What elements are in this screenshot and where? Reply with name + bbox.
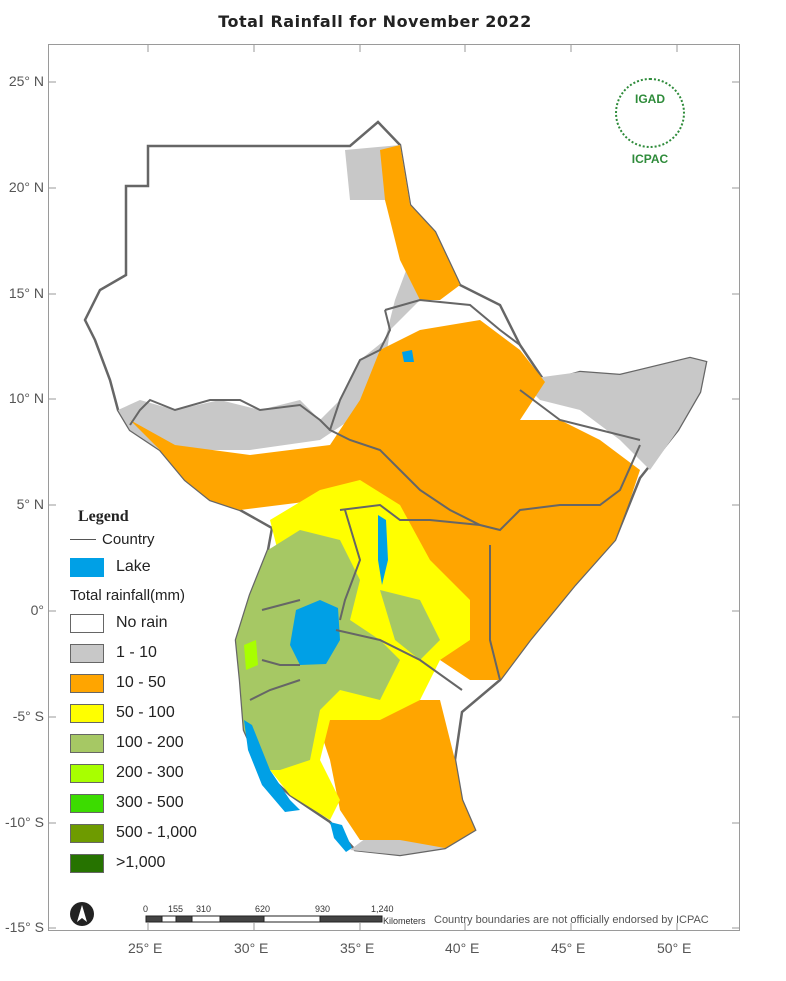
logo-igad-text: IGAD <box>635 92 665 106</box>
scale-tick: 620 <box>255 904 271 914</box>
legend-class: 1 - 10 <box>70 638 197 668</box>
lon-label: 45° E <box>551 940 586 956</box>
legend-class-label: 300 - 500 <box>116 794 184 811</box>
lon-label: 35° E <box>340 940 375 956</box>
scale-tick: 310 <box>196 904 212 914</box>
legend-class-label: 1 - 10 <box>116 644 157 661</box>
lon-label: 30° E <box>234 940 269 956</box>
legend-swatch <box>70 853 104 873</box>
legend-class: 300 - 500 <box>70 788 197 818</box>
lat-label: -5° S <box>12 708 44 724</box>
legend-swatch <box>70 793 104 813</box>
legend-class-label: >1,000 <box>116 854 166 871</box>
map-title: Total Rainfall for November 2022 <box>218 12 532 31</box>
icpac-logo: IGAD ICPAC <box>608 78 692 174</box>
legend-class: 500 - 1,000 <box>70 818 197 848</box>
legend-class: 200 - 300 <box>70 758 197 788</box>
legend-lake: Lake <box>70 552 197 582</box>
disclaimer-text: Country boundaries are not officially en… <box>434 914 709 926</box>
lat-label: -15° S <box>4 919 44 935</box>
legend-swatch <box>70 763 104 783</box>
legend-class-label: 10 - 50 <box>116 674 166 691</box>
legend-swatch <box>70 673 104 693</box>
north-arrow-icon <box>70 902 94 926</box>
scale-tick: 930 <box>315 904 331 914</box>
legend-class-label: 100 - 200 <box>116 734 184 751</box>
legend-class-label: 200 - 300 <box>116 764 184 781</box>
lat-label: 5° N <box>16 496 44 512</box>
lat-label: 20° N <box>8 179 44 195</box>
legend-rain-heading: Total rainfall(mm) <box>70 586 186 604</box>
scale-tick: 0 <box>143 904 149 914</box>
legend-class-label: No rain <box>116 614 168 631</box>
legend-class-label: 50 - 100 <box>116 704 175 721</box>
lake-swatch <box>70 557 104 577</box>
legend-swatch <box>70 643 104 663</box>
legend-class: 10 - 50 <box>70 668 197 698</box>
logo-icpac-text: ICPAC <box>631 152 669 166</box>
lon-label: 25° E <box>128 940 163 956</box>
lon-label: 40° E <box>445 940 480 956</box>
scale-tick: 155 <box>168 904 184 914</box>
country-line-icon <box>70 538 96 540</box>
lat-label: 0° <box>30 602 44 618</box>
legend-swatch <box>70 733 104 753</box>
legend-swatch <box>70 613 104 633</box>
legend-class: >1,000 <box>70 848 197 878</box>
lon-label: 50° E <box>657 940 692 956</box>
scale-unit: Kilometers <box>383 916 426 926</box>
lat-label: -10° S <box>4 814 44 830</box>
legend-heading: Legend <box>78 508 129 525</box>
legend-class-label: 500 - 1,000 <box>116 824 197 841</box>
lat-label: 25° N <box>8 73 44 89</box>
legend-lake-label: Lake <box>116 558 151 575</box>
lat-label: 10° N <box>8 390 44 406</box>
legend-class: 50 - 100 <box>70 698 197 728</box>
map-frame <box>48 44 740 931</box>
legend-class: 100 - 200 <box>70 728 197 758</box>
legend-swatch <box>70 823 104 843</box>
legend: Legend Country Lake Total rainfall(mm) N… <box>70 508 197 878</box>
igad-emblem-icon: IGAD <box>615 78 685 148</box>
lat-label: 15° N <box>8 285 44 301</box>
legend-swatch <box>70 703 104 723</box>
legend-country: Country <box>70 526 197 552</box>
scale-tick: 1,240 <box>371 904 394 914</box>
legend-class: No rain <box>70 608 197 638</box>
legend-country-label: Country <box>102 530 155 548</box>
